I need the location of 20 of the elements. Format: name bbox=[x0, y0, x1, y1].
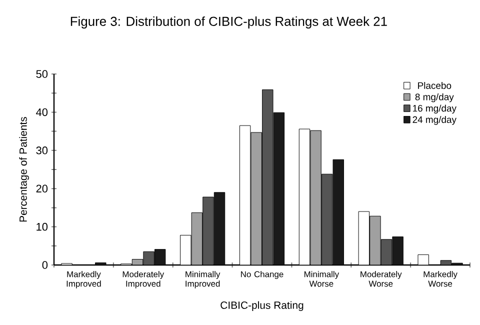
y-tick-label: 30 bbox=[36, 146, 48, 154]
legend-label: 8 mg/day bbox=[415, 93, 454, 102]
x-axis-title: CIBIC-plus Rating bbox=[220, 301, 304, 311]
y-tick-label: 20 bbox=[36, 184, 48, 192]
legend-label: Placebo bbox=[418, 82, 452, 89]
y-tick-label: 0 bbox=[42, 261, 48, 269]
legend-label: 16 mg/day bbox=[413, 104, 456, 114]
legend-label: 24 mg/day bbox=[412, 116, 456, 125]
x-tick-label: Markedly Improved bbox=[66, 271, 101, 288]
x-tick-label: Moderately Worse bbox=[360, 271, 402, 287]
y-axis-title: Percentage of Patients bbox=[19, 116, 29, 222]
x-tick-label: Minimally Improved bbox=[186, 271, 220, 288]
y-tick-label: 40 bbox=[36, 108, 48, 116]
x-tick-label: Markedly Worse bbox=[424, 271, 458, 287]
chart-title: Figure 3: Distribution of CIBIC-plus Ratings at Week 21 bbox=[70, 16, 387, 29]
y-tick-label: 10 bbox=[36, 222, 48, 231]
x-tick-label: No Change bbox=[241, 271, 284, 279]
y-tick-label: 50 bbox=[36, 70, 48, 78]
x-tick-label: Moderately Improved bbox=[122, 271, 164, 288]
x-tick-label: Minimally Worse bbox=[304, 271, 340, 287]
